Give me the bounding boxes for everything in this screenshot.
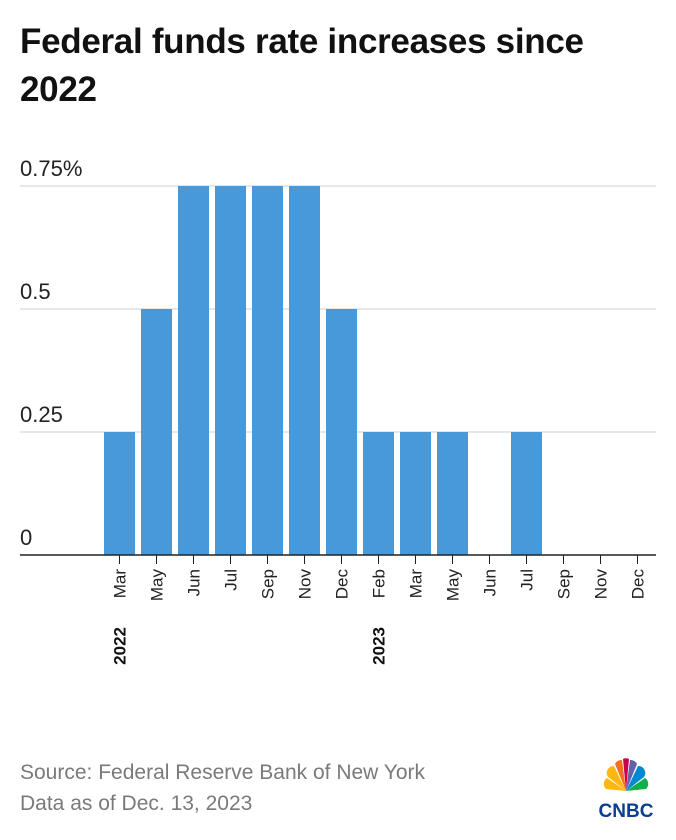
bar — [400, 432, 431, 555]
chart-footer: Source: Federal Reserve Bank of New York… — [20, 757, 425, 819]
cnbc-wordmark: CNBC — [599, 801, 654, 821]
bar — [178, 186, 209, 555]
bar — [363, 432, 394, 555]
y-tick-label: 0.75% — [20, 156, 82, 181]
source-note: Source: Federal Reserve Bank of New York — [20, 761, 426, 784]
y-tick-label: 0.5 — [20, 279, 51, 304]
x-tick-label: Jun — [481, 569, 500, 596]
bar — [289, 186, 320, 555]
x-tick-label: May — [444, 569, 463, 602]
bar — [104, 432, 135, 555]
x-tick-label: Dec — [333, 569, 352, 600]
x-tick-label: Mar — [111, 569, 130, 599]
x-tick-label: Mar — [407, 569, 426, 599]
bar — [141, 309, 172, 555]
y-tick-label: 0 — [20, 525, 32, 550]
bar — [215, 186, 246, 555]
x-tick-label: Sep — [259, 569, 278, 599]
bar-chart: 0 0.25 0.5 0.75% Mar May Jun Jul Sep Nov Dec Feb Mar… — [20, 156, 656, 665]
bar — [437, 432, 468, 555]
x-tick-label: Jul — [222, 569, 241, 591]
chart-title: Federal funds rate increases since 2022 — [20, 22, 584, 109]
nbc-peacock-icon — [603, 758, 649, 791]
year-label: 2022 — [111, 627, 130, 665]
x-tick-label: Dec — [629, 569, 648, 600]
year-label: 2023 — [370, 627, 389, 665]
x-tick-label: Nov — [296, 569, 315, 600]
x-tick-label: Jul — [518, 569, 537, 591]
cnbc-logo: CNBC — [599, 758, 654, 821]
date-note: Data as of Dec. 13, 2023 — [20, 792, 253, 815]
x-tick-label: Jun — [185, 569, 204, 596]
x-tick-label: May — [148, 569, 167, 602]
x-tick-label: Sep — [555, 569, 574, 599]
bar — [326, 309, 357, 555]
x-tick-label: Nov — [592, 569, 611, 600]
x-tick-label: Feb — [370, 569, 389, 598]
y-tick-label: 0.25 — [20, 402, 63, 427]
bar — [252, 186, 283, 555]
bar — [511, 432, 542, 555]
